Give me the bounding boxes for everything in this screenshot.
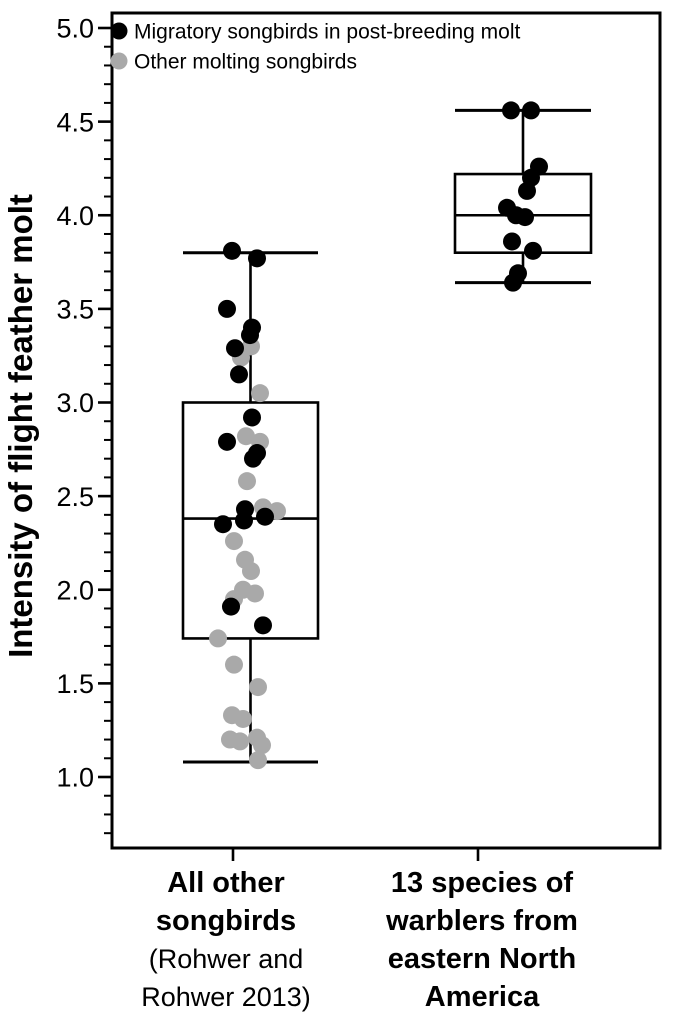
data-point-migratory: [248, 249, 266, 268]
y-axis-tick-label: 4.0: [56, 201, 94, 231]
y-axis-tick-label: 3.0: [56, 388, 94, 418]
data-point-other: [234, 709, 252, 728]
data-point-migratory: [244, 449, 262, 468]
data-point-other: [249, 751, 267, 770]
data-point-migratory: [502, 101, 520, 120]
data-point-migratory: [222, 597, 240, 616]
y-axis-tick-label: 2.5: [56, 482, 94, 512]
data-point-migratory: [226, 339, 244, 358]
data-point-migratory: [518, 181, 536, 200]
data-point-other: [231, 732, 249, 751]
y-axis-tick-label: 1.5: [56, 669, 94, 699]
data-point-migratory: [516, 208, 534, 227]
data-point-other: [249, 678, 267, 697]
data-point-migratory: [504, 273, 522, 292]
category-label-line: eastern North: [388, 943, 577, 975]
data-point-other: [225, 532, 243, 551]
data-point-other: [253, 736, 271, 755]
data-point-migratory: [241, 326, 259, 345]
category-label-line: All other: [167, 867, 285, 899]
data-point-migratory: [256, 507, 274, 526]
y-axis-tick-label: 5.0: [56, 14, 94, 44]
data-point-other: [237, 427, 255, 446]
category-label-line: 13 species of: [391, 867, 573, 899]
y-axis-tick-label: 2.0: [56, 575, 94, 605]
data-point-other: [225, 655, 243, 674]
data-point-other: [251, 384, 269, 403]
data-point-other: [242, 562, 260, 581]
legend-label-other: Other molting songbirds: [134, 51, 357, 74]
y-axis-tick-label: 4.5: [56, 107, 94, 137]
data-point-migratory: [218, 432, 236, 451]
plot-frame: [110, 11, 662, 850]
data-point-migratory: [218, 299, 236, 318]
data-point-migratory: [522, 101, 540, 120]
y-axis-tick-label: 1.0: [56, 763, 94, 793]
data-point-migratory: [230, 365, 248, 384]
category-label-line: songbirds: [156, 905, 296, 937]
category-label-line: warblers from: [385, 905, 578, 937]
data-point-migratory: [235, 511, 253, 530]
data-point-other: [209, 629, 227, 648]
data-point-other: [238, 472, 256, 491]
data-point-migratory: [524, 241, 542, 260]
legend-dot-other: [110, 52, 128, 70]
legend-dot-migratory: [110, 22, 128, 40]
category-label-line: (Rohwer and: [149, 944, 304, 974]
data-point-migratory: [254, 616, 272, 635]
category-label-line: Rohwer 2013): [141, 982, 311, 1012]
data-point-other: [246, 584, 264, 603]
data-point-migratory: [243, 408, 261, 427]
y-axis-tick-label: 3.5: [56, 295, 94, 325]
y-axis-title: Intensity of flight feather molt: [2, 194, 39, 658]
data-point-migratory: [223, 241, 241, 260]
data-point-migratory: [503, 232, 521, 251]
category-label-line: America: [425, 981, 540, 1013]
data-point-migratory: [214, 515, 232, 534]
legend-label-migratory: Migratory songbirds in post-breeding mol…: [134, 21, 521, 44]
